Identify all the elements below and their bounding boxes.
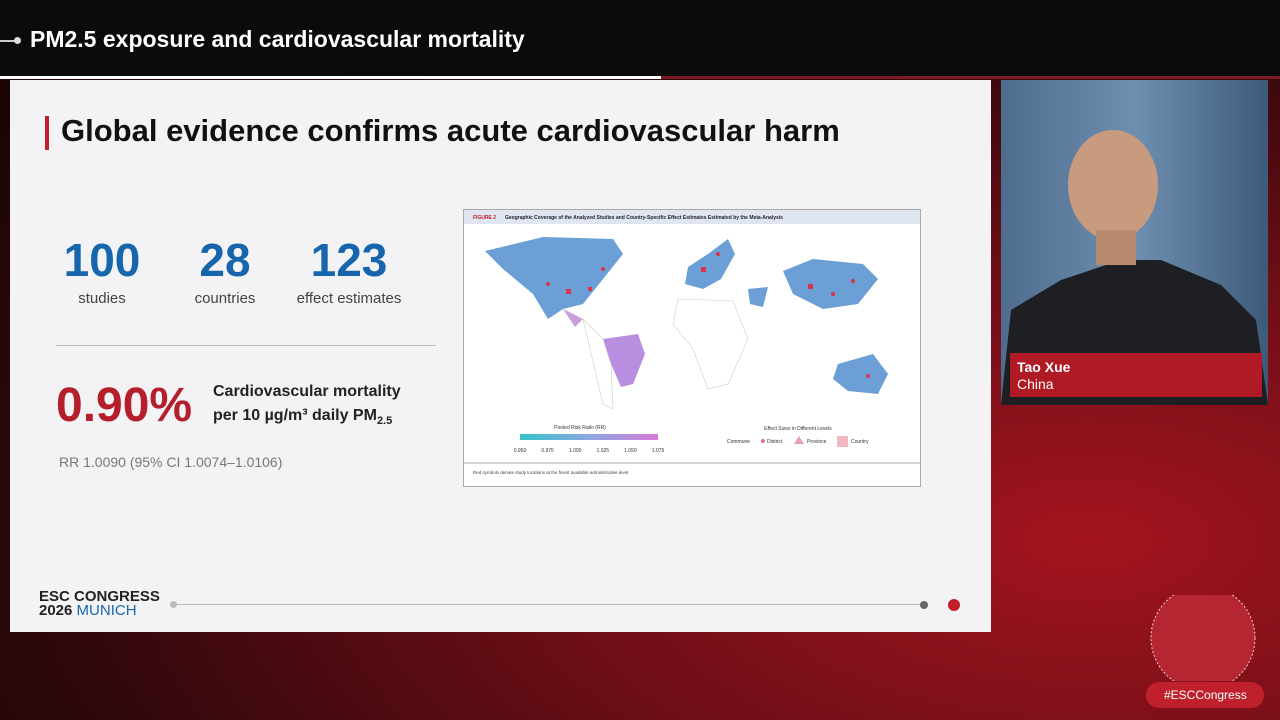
caption: Red symbols denote study locations at th…: [473, 470, 629, 475]
stat-value: 100: [63, 234, 141, 286]
point: [851, 279, 855, 283]
highlight-value: 0.90%: [56, 379, 193, 432]
point: [601, 267, 605, 271]
level-label: Commune: [727, 439, 750, 445]
stat-value: 123: [310, 234, 388, 286]
subscript: 2.5: [376, 415, 393, 428]
dot: [170, 601, 177, 608]
divider: [56, 345, 436, 346]
slide: Global evidence confirms acute cardiovas…: [10, 80, 991, 632]
level-symbol: [761, 439, 765, 443]
point: [716, 252, 720, 256]
north-america: [485, 237, 623, 319]
globe-shape: [1150, 595, 1256, 681]
levels-title: Effect Sizes in Different Levels: [764, 426, 832, 432]
stat-label: studies: [78, 290, 126, 307]
south-america: [582, 318, 614, 410]
dot: [920, 601, 928, 609]
name-tag: Tao Xue China: [1010, 353, 1262, 397]
highlight-text: Cardiovascular mortality: [213, 383, 401, 400]
slide-progress: [174, 604, 924, 605]
decoration: [0, 40, 18, 42]
figure-title: Geographic Coverage of the Analyzed Stud…: [505, 215, 783, 221]
point: [831, 292, 835, 296]
legend-tick: 0.950: [514, 448, 527, 454]
legend-ticks: 0.950 0.975 1.000 1.025 1.050 1.075: [514, 448, 665, 454]
accent-bar: [45, 116, 49, 150]
top-bar: PM2.5 exposure and cardiovascular mortal…: [0, 0, 1280, 76]
legend-tick: 0.975: [541, 448, 554, 454]
level-symbol: [794, 436, 804, 444]
legend-tick: 1.025: [597, 448, 610, 454]
figure-header: [464, 210, 920, 224]
east-asia: [783, 259, 878, 309]
stat-label: effect estimates: [296, 290, 402, 307]
central-america: [563, 309, 583, 327]
level-symbol: [837, 436, 848, 447]
logo-year: 2026: [39, 602, 73, 619]
study-points: [546, 252, 870, 378]
legend-tick: 1.075: [652, 448, 665, 454]
progress-line: [661, 76, 1280, 79]
color-scale: [520, 434, 658, 440]
highlight-text: per 10 µg/m³ daily PM: [213, 407, 377, 424]
slide-title: Global evidence confirms acute cardiovas…: [61, 113, 840, 148]
figure-label: FIGURE 2: [473, 215, 496, 221]
level-label: Country: [851, 439, 869, 445]
note: RR 1.0090 (95% CI 1.0074–1.0106): [59, 454, 283, 470]
speaker-name: Tao Xue: [1017, 359, 1071, 375]
africa: [672, 298, 749, 390]
legend-tick: 1.050: [624, 448, 637, 454]
point: [701, 267, 706, 272]
stat-value: 28: [199, 234, 251, 286]
logo-line: ESC CONGRESS: [39, 588, 160, 605]
europe: [685, 239, 735, 289]
figure: FIGURE 2 Geographic Coverage of the Anal…: [463, 209, 921, 487]
logo-city: MUNICH: [76, 602, 137, 619]
middle-east: [748, 287, 768, 307]
legend-title: Pooled Risk Ratio (RR): [554, 425, 606, 431]
speaker-country: China: [1017, 376, 1054, 392]
logo: ESC CONGRESS 2026 MUNICH: [39, 588, 160, 619]
point: [566, 289, 571, 294]
point: [546, 282, 550, 286]
stat-label: countries: [194, 290, 256, 307]
session-title: PM2.5 exposure and cardiovascular mortal…: [30, 26, 525, 52]
level-label: Province: [807, 439, 827, 445]
australia: [833, 354, 888, 394]
progress-line: [0, 76, 661, 79]
neck: [1096, 230, 1136, 265]
map: [485, 237, 888, 394]
hashtag: #ESCCongress: [1146, 682, 1264, 708]
brazil: [603, 334, 645, 387]
head: [1068, 130, 1158, 240]
decoration: [14, 37, 21, 44]
level-label: District: [767, 439, 783, 445]
point: [808, 284, 813, 289]
globe: [1150, 595, 1256, 681]
point: [588, 287, 592, 291]
logo-line: 2026 MUNICH: [39, 602, 160, 619]
highlight-text: per 10 µg/m³ daily PM2.5: [213, 407, 392, 427]
legend-tick: 1.000: [569, 448, 582, 454]
point: [866, 374, 870, 378]
dot: [948, 599, 960, 611]
